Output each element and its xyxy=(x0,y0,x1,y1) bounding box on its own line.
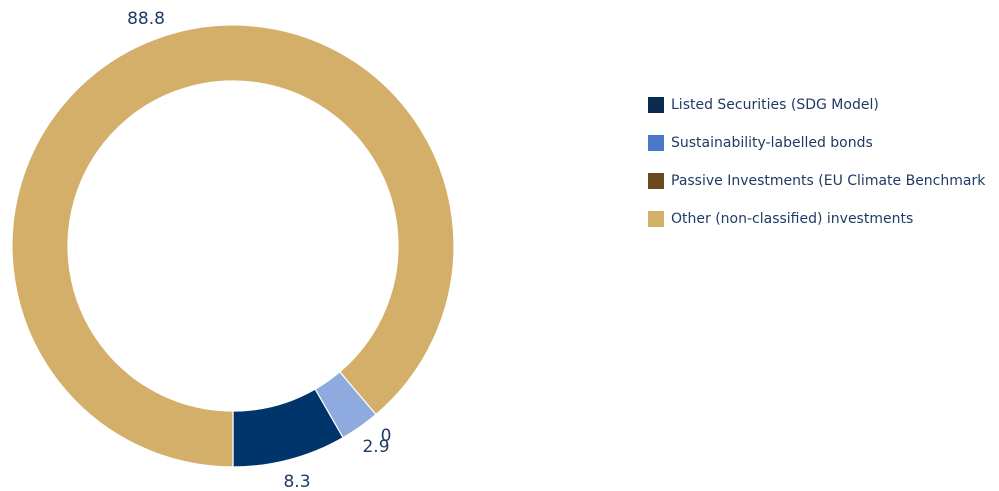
legend-label: Other (non-classified) investments xyxy=(671,211,914,227)
legend-swatch xyxy=(648,211,664,227)
legend-item-sustainability-bonds[interactable]: Sustainability-labelled bonds xyxy=(648,124,985,162)
legend-item-passive-investments[interactable]: Passive Investments (EU Climate Benchmar… xyxy=(648,162,985,200)
slice-value-label: 2.9 xyxy=(362,437,389,457)
legend-item-other-investments[interactable]: Other (non-classified) investments xyxy=(648,200,985,238)
legend-item-listed-securities[interactable]: Listed Securities (SDG Model) xyxy=(648,86,985,124)
legend: Listed Securities (SDG Model) Sustainabi… xyxy=(648,86,985,238)
legend-label: Sustainability-labelled bonds xyxy=(671,135,873,151)
legend-label: Listed Securities (SDG Model) xyxy=(671,97,879,113)
legend-swatch xyxy=(648,135,664,151)
slice-value-label: 0 xyxy=(381,426,392,446)
donut-chart: 8.3 2.90 88.8 xyxy=(11,9,455,491)
slice-value-label: 88.8 xyxy=(127,9,165,29)
legend-label: Passive Investments (EU Climate Benchmar… xyxy=(671,173,986,189)
legend-swatch xyxy=(648,97,664,113)
donut-slice[interactable] xyxy=(11,24,455,468)
slice-value-label: 8.3 xyxy=(283,472,310,491)
legend-swatch xyxy=(648,173,664,189)
